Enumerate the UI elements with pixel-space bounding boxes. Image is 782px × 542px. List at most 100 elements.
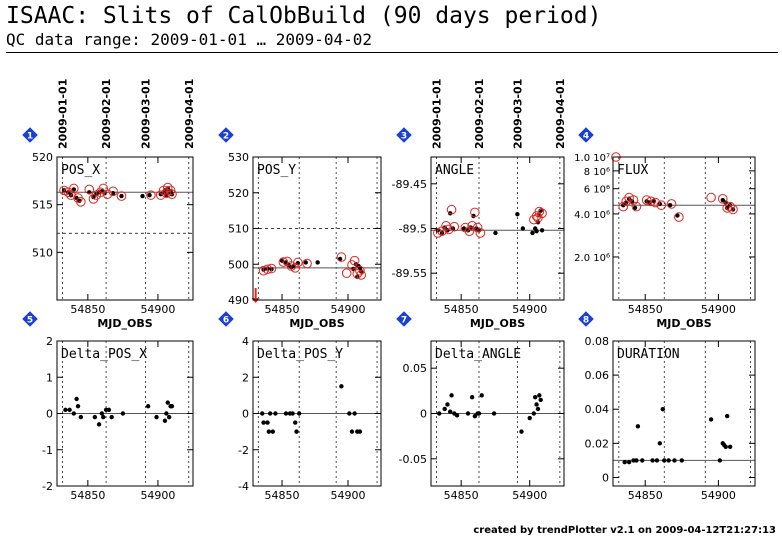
data-point	[339, 384, 344, 389]
data-point	[75, 404, 81, 409]
data-point	[491, 411, 497, 416]
outlier-circle	[728, 204, 738, 215]
outlier-circle	[446, 204, 457, 215]
outlier-circle	[537, 208, 547, 219]
outlier-circle	[529, 214, 539, 225]
data-point	[534, 228, 539, 234]
outlier-circle	[650, 197, 661, 208]
outlier-circle	[646, 196, 656, 207]
data-point	[465, 411, 471, 416]
outlier-circle	[666, 199, 677, 209]
data-point	[437, 411, 442, 416]
data-point	[454, 413, 460, 418]
data-point	[657, 441, 663, 446]
y-tick-label: 0.02	[585, 437, 610, 450]
page-subtitle: QC data range: 2009-01-01 … 2009-04-02	[6, 30, 373, 49]
x-tick-label: 54850	[444, 303, 479, 316]
x-tick-label: 54900	[331, 303, 366, 316]
data-point	[472, 414, 478, 419]
data-point	[99, 411, 105, 416]
y-tick-label: 4.0 10⁶	[574, 210, 610, 221]
badge-number: 4	[583, 132, 589, 142]
panel-title: POS_Y	[257, 163, 296, 178]
y-tick-label: 520	[32, 151, 53, 164]
badge-number: 6	[223, 316, 229, 326]
badge-diamond	[218, 311, 234, 327]
chart-panel-8: 8 54850 54900 0.08 0.06 0.04 0.02 0 DURATION	[578, 311, 756, 502]
panel-title: FLUX	[617, 163, 648, 178]
badge-diamond	[22, 127, 38, 143]
badge-number: 1	[27, 132, 33, 142]
data-point	[660, 407, 665, 412]
data-point	[295, 260, 301, 266]
data-point	[74, 396, 79, 402]
badge-number: 8	[583, 316, 589, 326]
data-point	[626, 459, 632, 465]
data-point	[530, 230, 535, 236]
outlier-circle	[641, 195, 652, 205]
date-tick-label: 2009-02-01	[473, 79, 486, 149]
badge-diamond	[578, 127, 594, 143]
outlier-circle	[717, 194, 728, 204]
outlier-circle	[631, 201, 642, 212]
data-point	[165, 400, 170, 405]
outlier-circle	[102, 189, 113, 199]
data-point	[621, 203, 626, 208]
y-tick-label: 0.05	[403, 362, 428, 375]
outlier-circle	[162, 182, 173, 193]
panel-title: POS_X	[61, 163, 100, 178]
data-point	[166, 414, 172, 420]
data-point	[357, 429, 363, 434]
y-tick-label: 0.06	[585, 369, 610, 382]
data-point	[283, 411, 289, 416]
outlier-circle	[349, 255, 360, 266]
data-point	[303, 260, 308, 265]
data-point	[352, 411, 357, 416]
data-point	[101, 414, 106, 420]
outlier-circle	[341, 268, 352, 278]
outlier-circle	[108, 186, 118, 197]
panel-title: Delta_POS_Y	[257, 347, 343, 362]
panel-title: ANGLE	[435, 163, 474, 178]
y-tick-label: 0	[602, 471, 609, 484]
y-tick-label: 2	[46, 335, 53, 348]
badge-number: 5	[27, 316, 33, 326]
data-point	[147, 192, 152, 198]
badge-number: 7	[401, 316, 407, 326]
panel-title: Delta_POS_X	[61, 347, 147, 362]
y-tick-label: 0	[242, 408, 249, 421]
y-tick-label: 2.0 10⁶	[574, 253, 610, 264]
data-point	[640, 458, 645, 463]
y-tick-label: 0	[46, 408, 53, 421]
outlier-circle	[618, 201, 629, 212]
date-tick-label: 2009-03-01	[511, 79, 524, 149]
data-point	[120, 411, 126, 416]
data-point	[119, 193, 124, 199]
outlier-circle	[706, 192, 716, 203]
outlier-circle	[467, 221, 477, 231]
outlier-circle	[444, 224, 454, 235]
outlier-circle	[674, 212, 684, 222]
date-tick-label: 2009-03-01	[139, 79, 152, 149]
outlier-circle	[336, 252, 347, 262]
x-tick-label: 54850	[70, 303, 105, 316]
outlier-circle	[262, 264, 273, 275]
outlier-circle	[293, 257, 303, 268]
y-tick-label: -89.55	[392, 267, 427, 280]
x-tick-label: 54850	[265, 489, 300, 502]
data-point	[315, 260, 320, 265]
outlier-circle	[146, 190, 156, 200]
chart-panel-6: 6 54850 54900 4 2 0 -2 -4 Delta_POS_Y	[218, 311, 382, 502]
outlier-circle	[470, 207, 480, 218]
data-point	[92, 414, 98, 420]
y-tick-label: 530	[228, 151, 249, 164]
data-point	[634, 458, 639, 463]
outlier-circle	[464, 226, 475, 236]
date-tick-label: 2009-04-01	[554, 79, 567, 149]
chart-panel-1: 1 54850 54900 510 515 520 POS_X MJD_OBS 2009-01-…	[22, 79, 196, 330]
data-point	[273, 411, 278, 416]
y-tick-label: -2	[238, 444, 249, 457]
data-point	[622, 459, 627, 465]
y-tick-label: -2	[42, 480, 53, 493]
data-point	[162, 418, 168, 423]
